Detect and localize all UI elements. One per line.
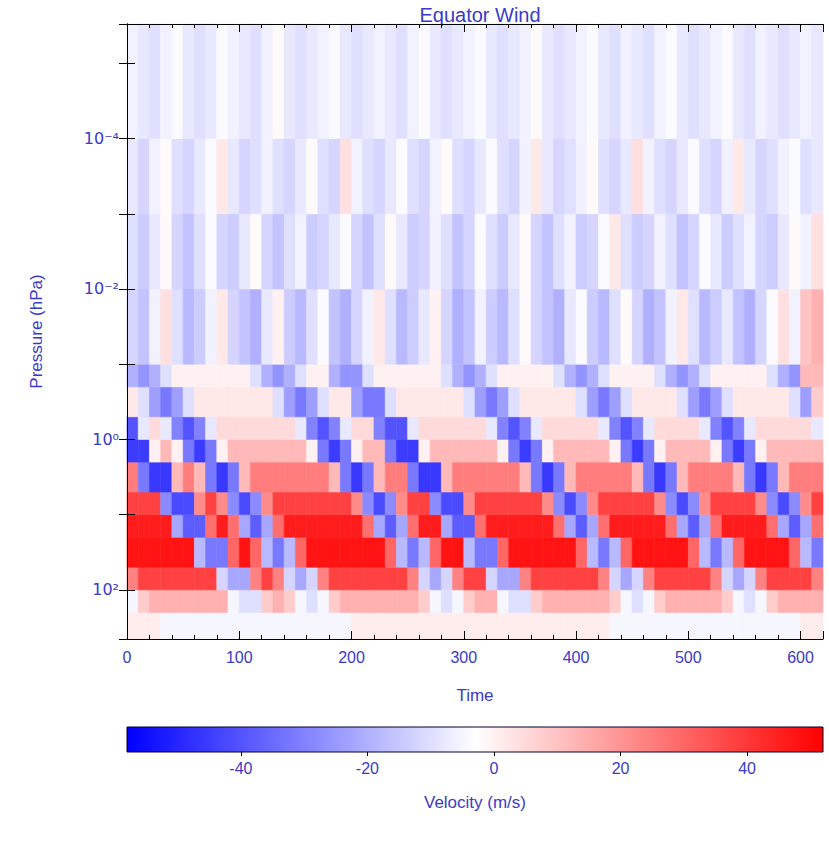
svg-text:10⁰: 10⁰ — [92, 430, 119, 449]
svg-text:-40: -40 — [229, 760, 252, 777]
svg-text:600: 600 — [787, 649, 814, 666]
svg-text:10²: 10² — [92, 580, 119, 599]
svg-text:500: 500 — [675, 649, 702, 666]
svg-text:300: 300 — [450, 649, 477, 666]
svg-text:200: 200 — [338, 649, 365, 666]
svg-text:10⁻⁴: 10⁻⁴ — [84, 129, 119, 148]
svg-text:Time: Time — [456, 686, 493, 705]
svg-text:-20: -20 — [356, 760, 379, 777]
svg-text:100: 100 — [226, 649, 253, 666]
svg-text:20: 20 — [612, 760, 630, 777]
svg-text:10⁻²: 10⁻² — [84, 279, 119, 298]
svg-text:0: 0 — [490, 760, 499, 777]
svg-text:Pressure (hPa): Pressure (hPa) — [27, 274, 46, 388]
svg-text:Equator Wind: Equator Wind — [419, 4, 540, 26]
svg-text:400: 400 — [563, 649, 590, 666]
svg-text:0: 0 — [123, 649, 132, 666]
svg-text:Velocity (m/s): Velocity (m/s) — [424, 793, 526, 812]
svg-text:40: 40 — [738, 760, 756, 777]
